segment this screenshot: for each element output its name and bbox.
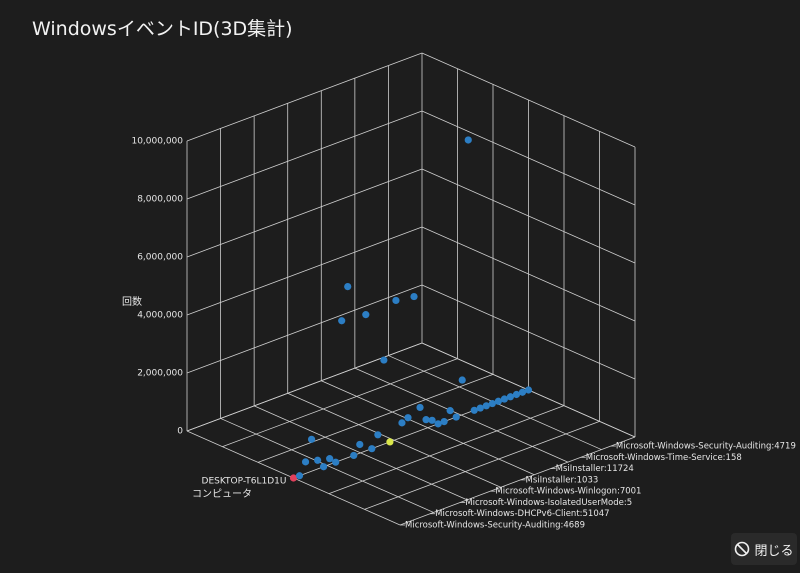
y-tick-label: Microsoft-Windows-Security-Auditing:4689 (405, 521, 585, 531)
grid-line (421, 52, 636, 148)
data-point (434, 420, 442, 428)
z-tick-label: 2,000,000 (137, 369, 183, 379)
data-point (307, 435, 316, 443)
data-point (295, 472, 304, 480)
floor-line (399, 436, 636, 526)
close-icon (735, 541, 750, 557)
x-tick-label: DESKTOP-T6L1D1U (202, 477, 287, 487)
data-point (422, 416, 430, 424)
floor-line (364, 420, 600, 510)
y-tick-label: Microsoft-Windows-Winlogon:7001 (495, 487, 641, 497)
y-tick-label: MsiInstaller:11724 (556, 464, 634, 474)
close-button[interactable]: 閉じる (731, 533, 797, 565)
z-tick-label: 6,000,000 (137, 253, 183, 263)
data-point (326, 455, 334, 463)
grid-line (186, 342, 423, 432)
data-point (410, 292, 418, 301)
grid-line (421, 168, 636, 264)
data-point (524, 386, 533, 394)
data-point (392, 296, 400, 305)
data-point (301, 458, 310, 466)
grid-line (421, 110, 636, 206)
y-tick-label: Microsoft-Windows-Security-Auditing:4719 (616, 442, 796, 452)
y-tick-label: Microsoft-Windows-Time-Service:158 (586, 453, 742, 463)
data-point (476, 404, 484, 412)
data-point (350, 451, 358, 460)
data-point (398, 419, 406, 427)
data-point (289, 474, 298, 482)
data-point (380, 356, 388, 364)
data-point (458, 376, 466, 384)
data-point (332, 458, 340, 466)
floor-line (222, 358, 458, 448)
y-tick-label: MsiInstaller:1033 (526, 475, 599, 485)
data-point (338, 317, 346, 325)
floor-line (287, 392, 501, 488)
y-tick-label: Microsoft-Windows-DHCPv6-Client:51047 (435, 509, 609, 519)
floor-line (328, 405, 565, 495)
data-point (428, 416, 436, 424)
grid-line (421, 284, 636, 380)
data-point (470, 406, 478, 414)
data-point (482, 402, 490, 410)
data-point (506, 393, 515, 401)
z-tick-label: 0 (177, 427, 183, 437)
data-point (374, 431, 382, 439)
data-point (464, 136, 472, 144)
data-point (404, 414, 412, 422)
z-tick-label: 10,000,000 (131, 137, 183, 147)
close-label: 閉じる (754, 543, 794, 559)
floor-line (253, 405, 468, 501)
data-point (344, 282, 352, 291)
grid-line (186, 284, 423, 374)
z-tick-label: 8,000,000 (137, 195, 183, 205)
data-point (362, 311, 370, 319)
chart-title: WindowsイベントID(3D集計) (32, 18, 293, 40)
data-point (500, 395, 508, 403)
floor-line (257, 373, 494, 463)
data-point (386, 438, 394, 446)
y-tick-label: Microsoft-Windows-IsolatedUserMode:5 (465, 498, 632, 508)
data-point (320, 463, 328, 471)
data-point (518, 388, 527, 396)
z-tick-label: 4,000,000 (137, 311, 183, 321)
data-point (416, 403, 424, 412)
data-point (512, 390, 521, 399)
data-point (494, 397, 502, 405)
data-point (488, 399, 496, 408)
x-axis-label: コンピュータ (192, 488, 252, 500)
floor-line (354, 367, 569, 463)
grid-line (186, 168, 423, 258)
floor-line (220, 418, 434, 513)
data-point (356, 440, 364, 449)
data-point (452, 413, 460, 421)
floor-line (321, 380, 535, 476)
data-point (368, 445, 376, 453)
grid-line (186, 52, 423, 142)
z-axis-label: 回数 (122, 295, 142, 308)
data-point (440, 417, 448, 426)
grid-line (421, 226, 636, 322)
data-point (446, 407, 454, 415)
data-point (314, 456, 322, 464)
grid-line (186, 226, 423, 316)
grid-line (186, 110, 423, 200)
